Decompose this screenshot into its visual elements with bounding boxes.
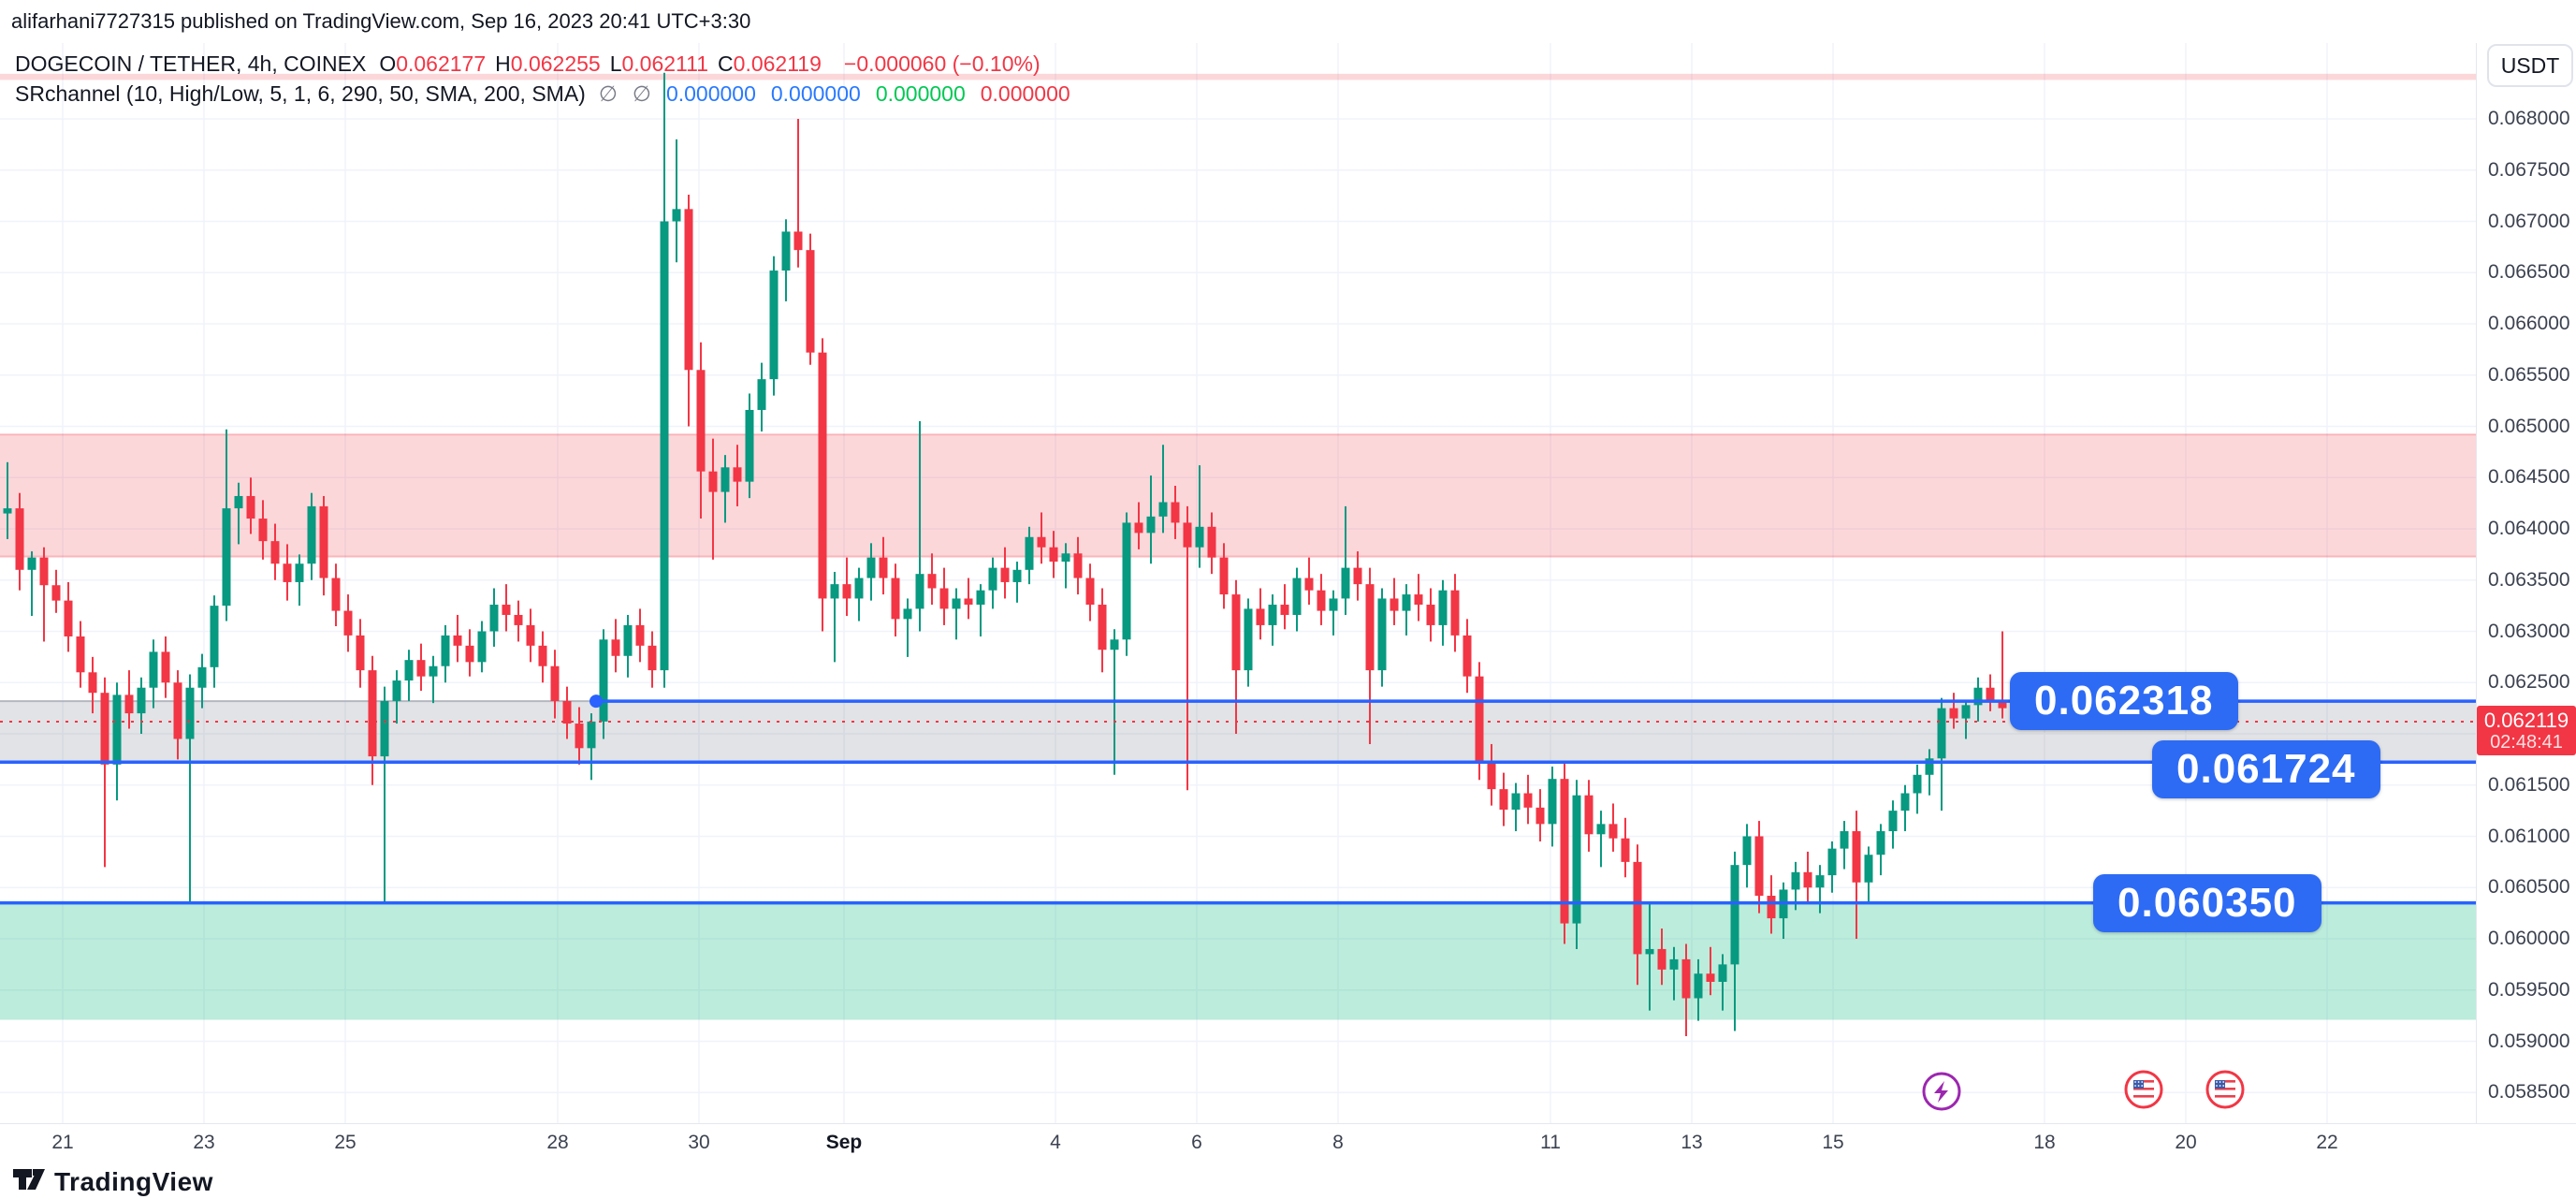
indicator-title: SRchannel (10, High/Low, 5, 1, 6, 290, 5… xyxy=(15,80,586,106)
price-axis-label: 0.065500 xyxy=(2488,363,2570,386)
level-label-support: 0.060350 xyxy=(2093,873,2321,932)
price-axis-label: 0.059500 xyxy=(2488,978,2570,1001)
time-axis-label: 23 xyxy=(193,1132,215,1153)
tradingview-logo[interactable]: TradingView xyxy=(13,1167,213,1197)
time-axis-label: Sep xyxy=(825,1132,863,1153)
level-label-upper: 0.062318 xyxy=(2010,672,2238,731)
price-axis-label: 0.064000 xyxy=(2488,518,2570,539)
price-axis-label: 0.063000 xyxy=(2488,620,2570,642)
price-axis-label: 0.062500 xyxy=(2488,671,2570,694)
legend-indicator-row[interactable]: SRchannel (10, High/Low, 5, 1, 6, 290, 5… xyxy=(15,79,1085,109)
time-axis-label: 15 xyxy=(1822,1132,1844,1153)
ohlc-values: O0.062177 H0.062255 L0.062111 C0.062119 xyxy=(379,51,822,76)
tradingview-logo-text: TradingView xyxy=(54,1167,213,1196)
time-axis-label: 22 xyxy=(2316,1132,2338,1153)
price-axis-label: 0.067000 xyxy=(2488,210,2570,232)
time-axis-label: 21 xyxy=(51,1132,74,1153)
published-line: alifarhani7727315 published on TradingVi… xyxy=(11,9,751,33)
time-axis-label: 18 xyxy=(2033,1132,2056,1153)
current-price-badge: 0.062119 02:48:41 xyxy=(2477,706,2576,755)
current-price-value: 0.062119 xyxy=(2483,708,2569,732)
price-axis-label: 0.063500 xyxy=(2488,568,2570,591)
price-axis-label: 0.065000 xyxy=(2488,415,2570,437)
chart-legend: DOGECOIN / TETHER, 4h, COINEX O0.062177 H… xyxy=(15,49,1085,109)
price-axis-label: 0.066500 xyxy=(2488,261,2570,284)
price-axis-label: 0.068000 xyxy=(2488,108,2570,129)
time-axis-label: 8 xyxy=(1332,1132,1344,1153)
footer-bar: TradingView xyxy=(0,1162,2576,1199)
time-axis-label: 20 xyxy=(2175,1132,2197,1153)
price-axis-label: 0.058500 xyxy=(2488,1081,2570,1104)
us-flag-event-icon[interactable] xyxy=(2205,1070,2245,1109)
currency-toggle-button[interactable]: USDT xyxy=(2487,44,2573,87)
time-axis-label: 25 xyxy=(334,1132,357,1153)
bar-countdown: 02:48:41 xyxy=(2490,731,2563,753)
legend-symbol-row[interactable]: DOGECOIN / TETHER, 4h, COINEX O0.062177 H… xyxy=(15,49,1085,79)
price-axis-label: 0.067500 xyxy=(2488,158,2570,181)
price-axis-label: 0.061000 xyxy=(2488,825,2570,847)
time-axis-label: 11 xyxy=(1540,1132,1561,1153)
symbol-title: DOGECOIN / TETHER, 4h, COINEX xyxy=(15,51,367,76)
price-axis[interactable]: 0.068000 0.067500 0.067000 0.066500 0.066000… xyxy=(2476,43,2576,1123)
us-flag-event-icon[interactable] xyxy=(2124,1070,2163,1109)
time-axis[interactable]: 21 23 25 28 30 Sep 4 6 8 11 13 15 18 20 22 xyxy=(0,1123,2576,1162)
level-label-middle: 0.061724 xyxy=(2152,740,2380,799)
price-axis-label: 0.066000 xyxy=(2488,313,2570,334)
top-bar: alifarhani7727315 published on TradingVi… xyxy=(0,0,2576,43)
change-value: −0.000060 (−0.10%) xyxy=(843,51,1041,76)
time-axis-label: 28 xyxy=(546,1132,569,1153)
time-axis-label: 13 xyxy=(1681,1132,1703,1153)
tradingview-logo-icon xyxy=(13,1169,45,1190)
indicator-values: ∅ ∅ 0.000000 0.000000 0.000000 0.000000 xyxy=(598,80,1070,106)
flash-event-icon[interactable] xyxy=(1922,1072,1961,1111)
price-axis-label: 0.064500 xyxy=(2488,466,2570,489)
price-axis-label: 0.060000 xyxy=(2488,928,2570,949)
price-axis-label: 0.060500 xyxy=(2488,876,2570,899)
time-axis-label: 4 xyxy=(1050,1132,1061,1153)
time-axis-label: 6 xyxy=(1191,1132,1202,1153)
price-axis-label: 0.059000 xyxy=(2488,1030,2570,1052)
price-axis-label: 0.061500 xyxy=(2488,773,2570,796)
time-axis-label: 30 xyxy=(688,1132,710,1153)
